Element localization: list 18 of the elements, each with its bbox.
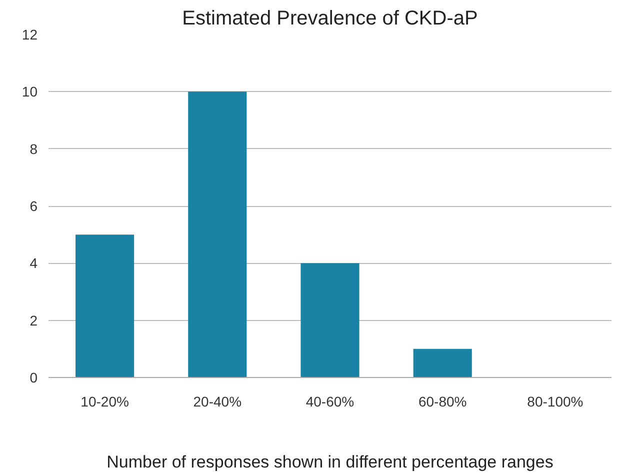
x-tick-label: 80-100% bbox=[527, 394, 584, 410]
x-axis-title: Number of responses shown in different percentage ranges bbox=[106, 452, 554, 472]
y-tick-label: 8 bbox=[30, 140, 38, 157]
bar bbox=[188, 92, 247, 378]
y-tick-label: 10 bbox=[22, 84, 38, 100]
x-tick-label: 60-80% bbox=[418, 394, 467, 410]
y-tick-label: 4 bbox=[30, 255, 38, 272]
x-tick-label: 20-40% bbox=[193, 394, 242, 410]
y-tick-label: 6 bbox=[30, 198, 38, 214]
bar bbox=[76, 234, 134, 378]
y-tick-label: 0 bbox=[30, 370, 38, 386]
y-tick-label: 12 bbox=[22, 26, 38, 42]
bar bbox=[413, 348, 472, 378]
y-tick-label: 2 bbox=[30, 312, 38, 328]
chart-title: Estimated Prevalence of CKD-aP bbox=[182, 8, 478, 30]
bar bbox=[300, 263, 360, 378]
x-tick-label: 10-20% bbox=[80, 394, 129, 410]
x-tick-label: 40-60% bbox=[306, 394, 354, 410]
